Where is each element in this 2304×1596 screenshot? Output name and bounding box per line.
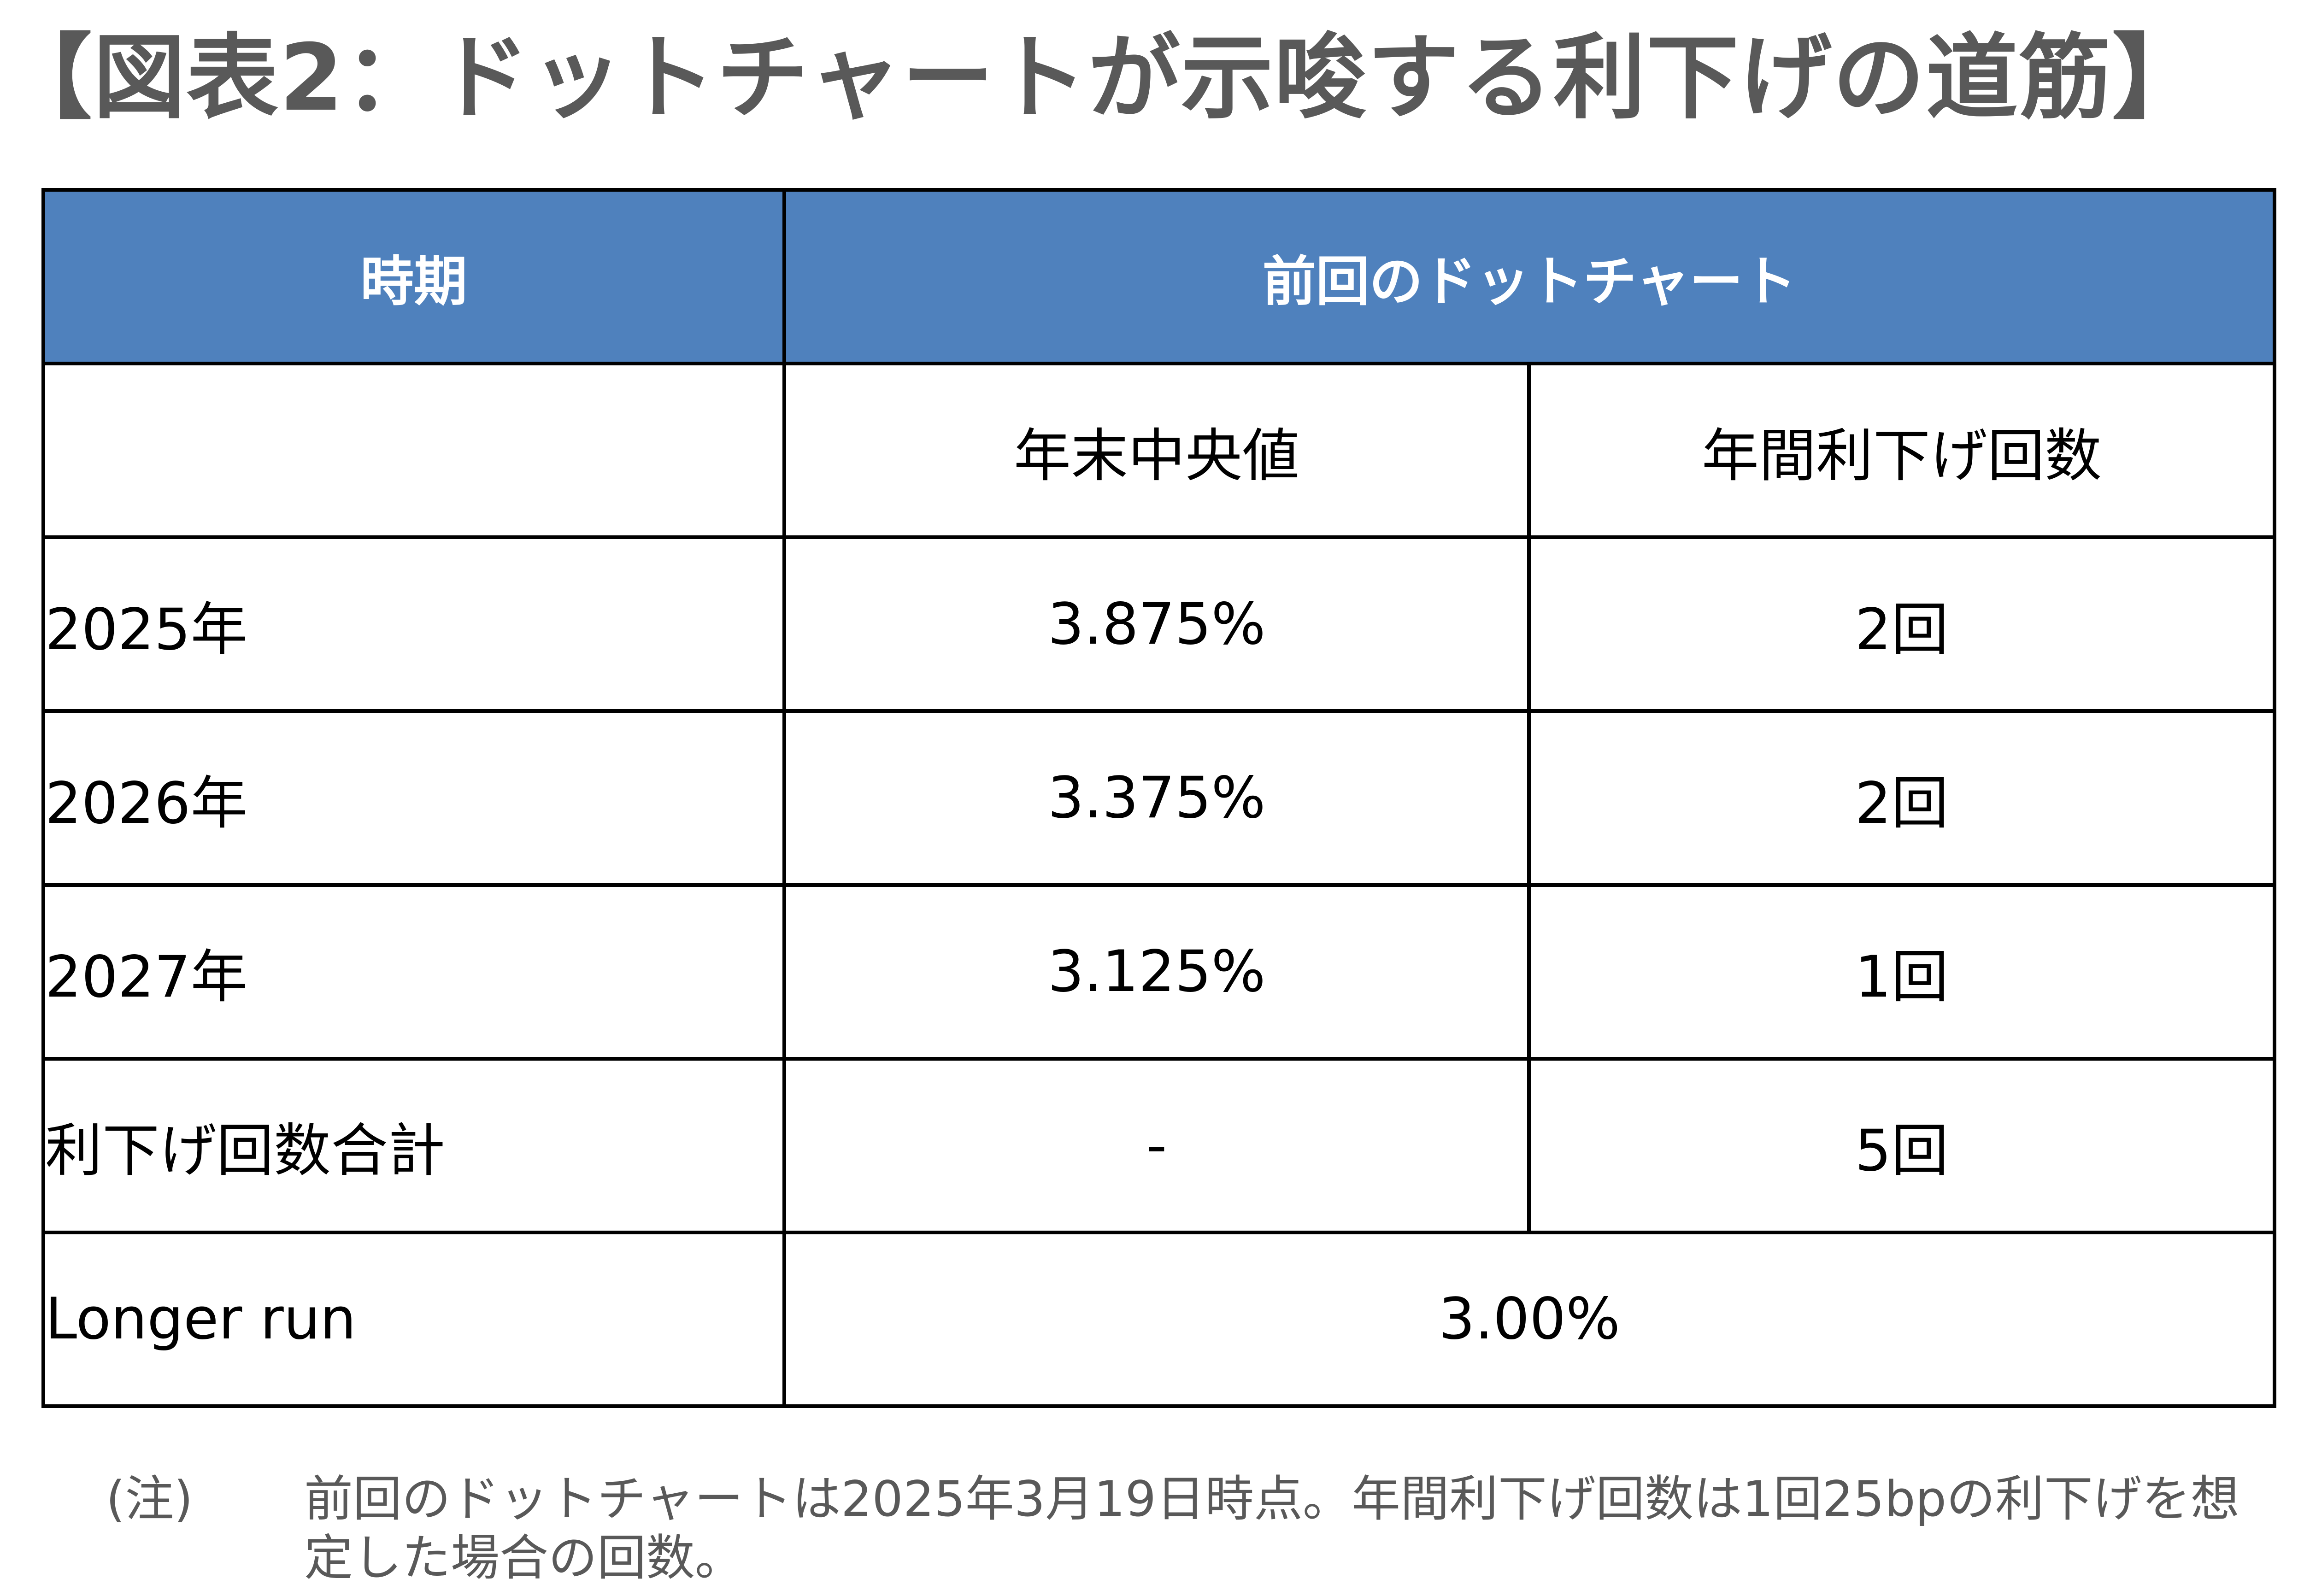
row-median: - [782, 1056, 1531, 1234]
table-row: 2026年 3.375% 2回 [41, 709, 2276, 887]
page-title: 【図表2：ドットチャートが示唆する利下げの道筋】 [0, 24, 2205, 132]
longer-run-label: Longer run [41, 1230, 786, 1408]
row-cuts: 5回 [1527, 1056, 2276, 1234]
table-header-row: 時期 前回のドットチャート [41, 188, 2276, 366]
subheader-median: 年末中央値 [782, 362, 1531, 540]
table-subheader-row: 年末中央値 年間利下げ回数 [41, 362, 2276, 540]
row-period: 2027年 [41, 883, 786, 1061]
row-median: 3.125% [782, 883, 1531, 1061]
table-row-longer-run: Longer run 3.00% [41, 1230, 2276, 1408]
table-row-total: 利下げ回数合計 - 5回 [41, 1056, 2276, 1234]
row-cuts: 2回 [1527, 709, 2276, 887]
footnote-text: 前回のドットチャートは2025年3月19日時点。年間利下げ回数は1回25bpの利… [304, 1471, 2239, 1586]
row-cuts: 2回 [1527, 535, 2276, 713]
subheader-annual-cuts: 年間利下げ回数 [1527, 362, 2276, 540]
row-median: 3.875% [782, 535, 1531, 713]
header-dot-chart: 前回のドットチャート [782, 188, 2276, 366]
row-cuts: 1回 [1527, 883, 2276, 1061]
subheader-period [41, 362, 786, 540]
table-row: 2027年 3.125% 1回 [41, 883, 2276, 1061]
table-row: 2025年 3.875% 2回 [41, 535, 2276, 713]
row-period: 利下げ回数合計 [41, 1056, 786, 1234]
dot-chart-table: 時期 前回のドットチャート 年末中央値 年間利下げ回数 2025年 3.875%… [41, 188, 2276, 1408]
footnote-label: (注) [106, 1471, 193, 1527]
row-period: 2025年 [41, 535, 786, 713]
row-period: 2026年 [41, 709, 786, 887]
longer-run-value: 3.00% [782, 1230, 2276, 1408]
row-median: 3.375% [782, 709, 1531, 887]
header-period: 時期 [41, 188, 786, 366]
